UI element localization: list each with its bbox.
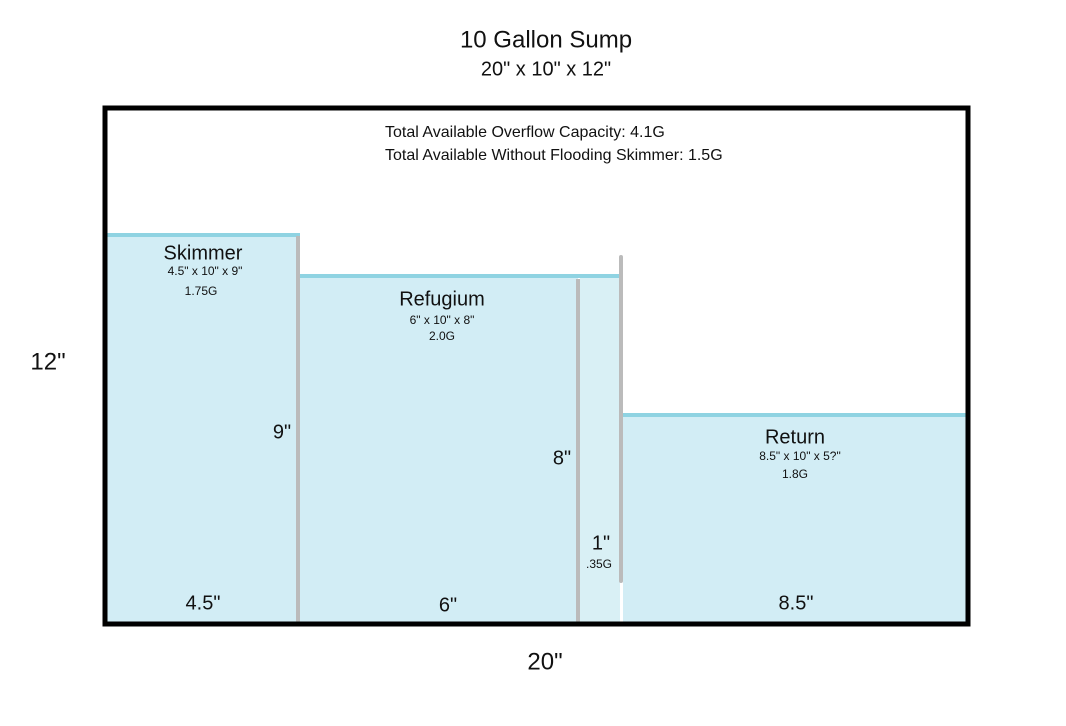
chamber-height: 1" — [592, 532, 610, 554]
chamber-name: Refugium — [399, 288, 485, 310]
chamber-volume: 1.75G — [185, 284, 218, 298]
width-label: 20" — [527, 648, 562, 675]
chamber-size: 8.5" x 10" x 5?" — [759, 449, 841, 463]
chamber-height: 9" — [273, 421, 291, 443]
chamber-width: 8.5" — [779, 592, 814, 614]
return-water — [623, 414, 966, 622]
title: 10 Gallon Sump — [460, 26, 632, 53]
subtitle: 20" x 10" x 12" — [481, 58, 611, 80]
chamber-size: 4.5" x 10" x 9" — [168, 264, 243, 278]
tank-outline — [102, 105, 971, 627]
chamber-size: 6" x 10" x 8" — [410, 313, 475, 327]
chamber-volume: 1.8G — [782, 467, 808, 481]
chamber-width: 4.5" — [186, 592, 221, 614]
chamber-volume: .35G — [586, 557, 612, 571]
chamber-width: 6" — [439, 594, 457, 616]
chamber-name: Return — [765, 426, 825, 448]
chamber-name: Skimmer — [164, 242, 243, 264]
refugium-water — [300, 275, 578, 622]
bubble-trap-water — [580, 278, 620, 622]
chamber-height: 8" — [553, 447, 571, 469]
skimmer-water — [107, 234, 298, 622]
height-label: 12" — [30, 348, 65, 375]
chamber-volume: 2.0G — [429, 329, 455, 343]
note: Total Available Overflow Capacity: 4.1G — [385, 124, 665, 141]
note: Total Available Without Flooding Skimmer… — [385, 147, 723, 164]
